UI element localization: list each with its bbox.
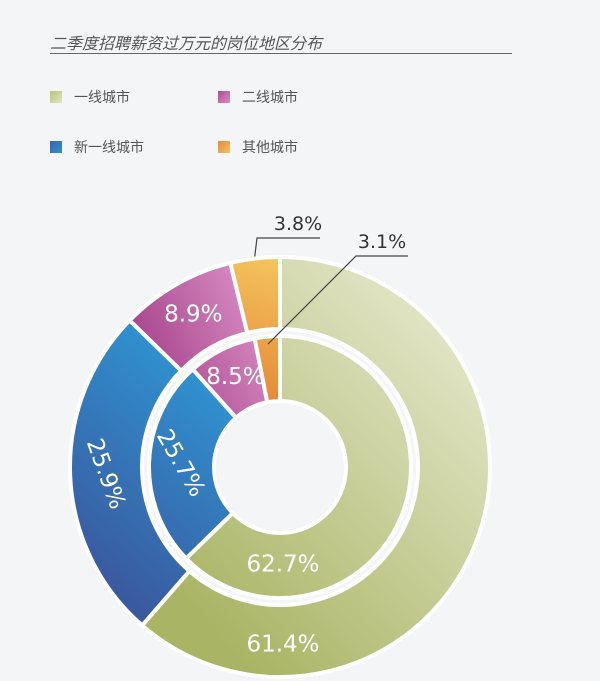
legend-swatch	[218, 141, 230, 153]
legend-item-tier1: 一线城市	[50, 88, 218, 106]
legend-swatch	[50, 141, 62, 153]
callout-line-outer-other	[254, 237, 320, 257]
legend-label: 二线城市	[242, 90, 298, 106]
legend-swatch	[218, 91, 230, 103]
legend-label: 新一线城市	[74, 140, 144, 156]
legend-label: 一线城市	[74, 90, 130, 106]
chart-title: 二季度招聘薪资过万元的岗位地区分布	[50, 34, 323, 53]
outer-label-tier1: 61.4%	[246, 632, 319, 658]
outer-slice-tier1	[140, 255, 492, 679]
legend-item-tier2: 二线城市	[218, 88, 418, 106]
inner-label-tier1: 62.7%	[246, 552, 319, 578]
title-divider	[50, 53, 512, 54]
legend-label: 其他城市	[242, 140, 298, 156]
outer-slice-new-tier1	[68, 318, 192, 628]
inner-slice-tier1	[184, 334, 413, 600]
inner-label-tier2: 8.5%	[206, 364, 264, 390]
outer-label-other: 3.8%	[274, 213, 322, 235]
legend-swatch	[50, 91, 62, 103]
inner-slice-other	[252, 334, 282, 405]
outer-slice-other	[228, 255, 282, 335]
callout-line-inner-other	[267, 255, 408, 345]
inner-slice-new-tier1	[147, 367, 239, 561]
legend: 一线城市 二线城市 新一线城市 其他城市	[50, 88, 470, 156]
legend-item-other: 其他城市	[218, 138, 418, 156]
inner-label-other: 3.1%	[358, 231, 406, 253]
outer-label-tier2: 8.9%	[164, 301, 222, 327]
legend-item-new-tier1: 新一线城市	[50, 138, 218, 156]
